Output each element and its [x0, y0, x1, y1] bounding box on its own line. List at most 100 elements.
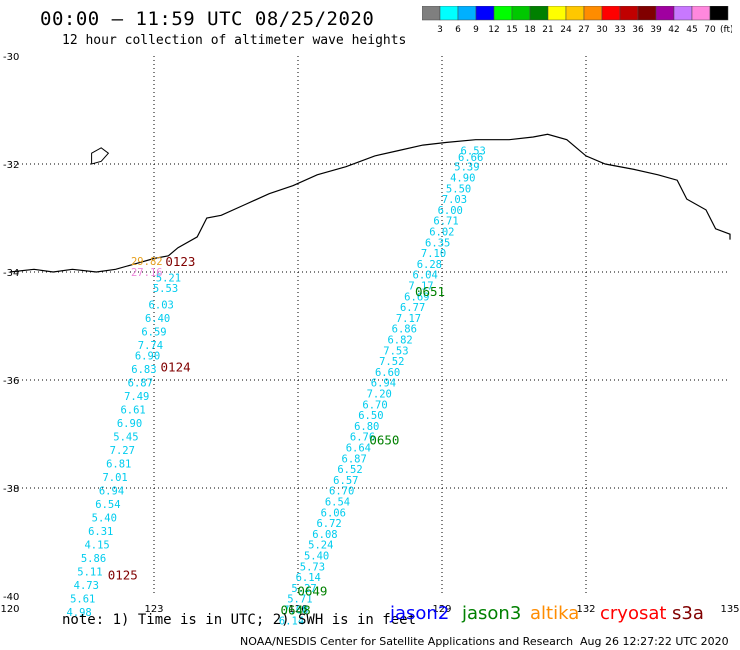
swh-value-jason3: 4.90 [450, 173, 475, 185]
legend-cryosat: cryosat [600, 603, 667, 624]
colorbar-tick-label: 3 [437, 25, 443, 35]
swh-value-cryosat: 6.94 [99, 486, 124, 498]
coastline [9, 133, 731, 273]
swh-value-cryosat: 6.31 [88, 526, 113, 538]
swh-value-jason3: 6.71 [433, 216, 458, 228]
swh-value-jason3: 7.20 [367, 389, 392, 401]
swh-value-cryosat: 4.98 [66, 607, 91, 619]
pass-time-label-jason3: 0649 [297, 584, 327, 599]
pass-time-label-cryosat: 0125 [108, 567, 138, 582]
pass-time-label-jason3: 0648 [281, 603, 311, 618]
swh-value-jason3: 6.50 [358, 410, 383, 422]
swh-value-jason3: 6.08 [312, 529, 337, 541]
swh-value-jason3: 6.86 [392, 324, 417, 336]
colorbar-tick-label: 42 [668, 25, 679, 35]
swh-value-jason3: 6.64 [346, 443, 371, 455]
swh-value-cryosat: 6.54 [95, 499, 120, 511]
swh-value-altika: 29.82 [131, 256, 163, 268]
colorbar-tick-label: 15 [506, 25, 517, 35]
swh-value-jason3: 6.69 [404, 291, 429, 303]
swh-value-jason3: 6.57 [333, 475, 358, 487]
colorbar-tick-label: 12 [488, 25, 499, 35]
legend-s3a: s3a [672, 603, 704, 624]
swh-value-jason3: 6.66 [458, 152, 483, 164]
lon-tick-label: 123 [144, 604, 163, 615]
colorbar-tick-label: 36 [632, 25, 644, 35]
lat-tick-label: -34 [3, 268, 19, 279]
swh-value-s3a: 27.16 [131, 267, 163, 279]
colorbar-tick-label: 39 [650, 25, 662, 35]
swh-value-jason3: 6.53 [461, 146, 486, 158]
colorbar-tick-label: 33 [614, 25, 625, 35]
lon-tick-label: 135 [720, 604, 739, 615]
swh-value-jason3: 7.53 [383, 345, 408, 357]
page-title: 00:00 – 11:59 UTC 08/25/2020 [40, 8, 375, 30]
colorbar-tick-label: 6 [455, 25, 461, 35]
colorbar-tick-label: 27 [578, 25, 589, 35]
lon-tick-label: 132 [576, 604, 595, 615]
lat-tick-label: -38 [3, 484, 19, 495]
colorbar-tick-label: 24 [560, 25, 572, 35]
lon-tick-label: 126 [288, 604, 307, 615]
swh-value-cryosat: 6.87 [128, 378, 153, 390]
swh-value-jason3: 6.04 [413, 270, 438, 282]
footnote: note: 1) Time is in UTC; 2) SWH is in fe… [62, 612, 417, 628]
legend-jason3: jason3 [462, 603, 522, 624]
swh-value-jason3: 6.72 [316, 518, 341, 530]
swh-value-jason3: 6.14 [279, 615, 304, 627]
pass-time-label-cryosat: 0124 [161, 360, 191, 375]
lon-tick-label: 120 [0, 604, 19, 615]
swh-value-cryosat: 5.45 [113, 432, 138, 444]
swh-value-jason3: 6.28 [417, 259, 442, 271]
swh-value-jason3: 6.60 [375, 367, 400, 379]
swh-value-cryosat: 5.61 [70, 594, 95, 606]
legend-altika: altika [530, 603, 580, 624]
swh-value-jason3: 6.35 [425, 237, 450, 249]
lat-tick-label: -32 [3, 160, 19, 171]
legend-jason2: jason2 [390, 603, 450, 624]
colorbar-tick-label: 9 [473, 25, 479, 35]
swh-value-jason3: 5.27 [291, 583, 316, 595]
colorbar-swatch [709, 6, 729, 21]
swh-value-jason3: 6.52 [337, 464, 362, 476]
swh-value-cryosat: 5.21 [156, 272, 181, 284]
swh-value-jason3: 5.40 [304, 551, 329, 563]
swh-value-jason3: 7.17 [396, 313, 421, 325]
swh-value-cryosat: 6.90 [135, 351, 160, 363]
colorbar-tick-label: 30 [596, 25, 608, 35]
swh-value-cryosat: 6.59 [141, 326, 166, 338]
pass-time-label-cryosat: 0123 [165, 254, 195, 269]
swh-value-jason3: 7.52 [379, 356, 404, 368]
timestamp: Aug 26 12:27:22 UTC 2020 [580, 635, 729, 648]
swh-value-jason3: 6.76 [350, 432, 375, 444]
swh-value-jason3: 6.54 [325, 497, 350, 509]
swh-value-jason3: 6.00 [438, 205, 463, 217]
swh-value-cryosat: 7.01 [102, 472, 127, 484]
swh-value-jason3: 7.17 [408, 281, 433, 293]
colorbar-tick-label: 21 [542, 25, 553, 35]
swh-value-jason3: 6.82 [387, 335, 412, 347]
colorbar-tick-label: 18 [524, 25, 536, 35]
swh-value-cryosat: 7.27 [110, 445, 135, 457]
swh-value-jason3: 6.02 [429, 227, 454, 239]
swh-value-jason3: 7.03 [442, 194, 467, 206]
swh-value-cryosat: 6.40 [145, 313, 170, 325]
swh-value-cryosat: 5.86 [81, 553, 106, 565]
island [91, 147, 110, 165]
page-subtitle: 12 hour collection of altimeter wave hei… [62, 33, 407, 48]
swh-value-jason3: 6.70 [329, 486, 354, 498]
swh-value-cryosat: 6.81 [106, 459, 131, 471]
swh-value-cryosat: 4.15 [84, 540, 109, 552]
lat-tick-label: -40 [3, 592, 19, 603]
lat-tick-label: -30 [3, 52, 19, 63]
swh-value-cryosat: 4.73 [74, 580, 99, 592]
swh-value-jason3: 5.39 [454, 162, 479, 174]
swh-value-jason3: 6.06 [321, 507, 346, 519]
pass-time-label-jason3: 0651 [415, 284, 445, 299]
colorbar-unit: (ft) [720, 25, 732, 35]
swh-value-jason3: 5.73 [300, 561, 325, 573]
swh-value-jason3: 6.14 [296, 572, 321, 584]
lon-tick-label: 129 [432, 604, 451, 615]
